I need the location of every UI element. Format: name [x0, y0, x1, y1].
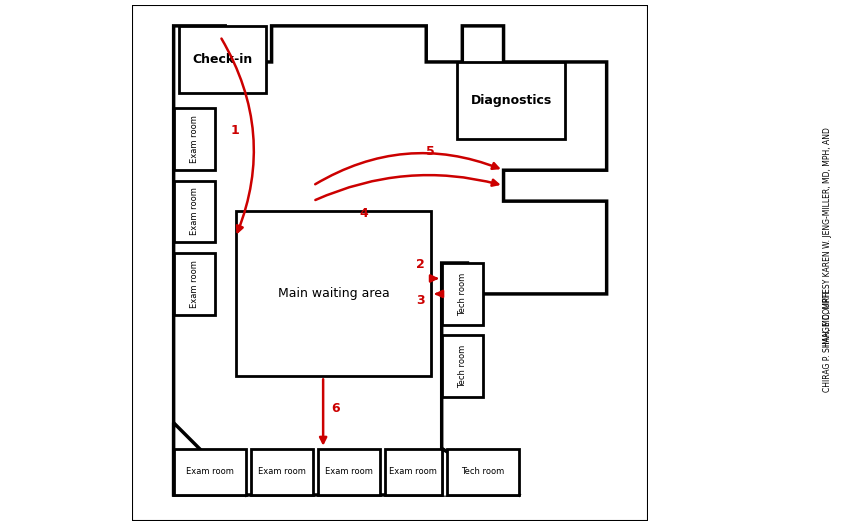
Text: Exam room: Exam room: [186, 467, 234, 476]
Text: Exam room: Exam room: [389, 467, 437, 476]
Text: CHIRAG P. SHAH, MD, MPH: CHIRAG P. SHAH, MD, MPH: [824, 291, 832, 392]
Text: IMAGE COURTESY KAREN W. JENG-MILLER, MD, MPH, AND: IMAGE COURTESY KAREN W. JENG-MILLER, MD,…: [824, 127, 832, 346]
FancyBboxPatch shape: [447, 449, 519, 495]
Text: Tech room: Tech room: [458, 345, 466, 388]
FancyBboxPatch shape: [173, 108, 215, 170]
Text: 3: 3: [416, 294, 425, 307]
FancyBboxPatch shape: [173, 449, 246, 495]
Text: Exam room: Exam room: [190, 187, 199, 236]
FancyBboxPatch shape: [173, 180, 215, 242]
Text: 4: 4: [359, 207, 368, 220]
Text: 6: 6: [331, 402, 340, 416]
FancyBboxPatch shape: [441, 335, 483, 397]
Text: Tech room: Tech room: [458, 272, 466, 316]
Text: Exam room: Exam room: [190, 115, 199, 163]
Text: Exam room: Exam room: [258, 467, 306, 476]
Text: 5: 5: [427, 145, 435, 158]
Text: Check-in: Check-in: [192, 53, 253, 66]
FancyBboxPatch shape: [179, 26, 266, 93]
FancyBboxPatch shape: [318, 449, 380, 495]
FancyBboxPatch shape: [441, 263, 483, 325]
FancyBboxPatch shape: [457, 62, 565, 139]
FancyBboxPatch shape: [236, 211, 432, 377]
Polygon shape: [441, 449, 519, 495]
Text: Diagnostics: Diagnostics: [471, 94, 552, 107]
Polygon shape: [173, 423, 246, 495]
FancyBboxPatch shape: [385, 449, 441, 495]
Text: Exam room: Exam room: [190, 260, 199, 308]
Text: Tech room: Tech room: [461, 467, 505, 476]
FancyBboxPatch shape: [251, 449, 313, 495]
Text: Main waiting area: Main waiting area: [277, 287, 389, 300]
FancyBboxPatch shape: [173, 252, 215, 315]
Polygon shape: [173, 26, 607, 495]
Text: Exam room: Exam room: [325, 467, 373, 476]
Text: 1: 1: [231, 124, 239, 137]
Text: 2: 2: [416, 258, 425, 271]
